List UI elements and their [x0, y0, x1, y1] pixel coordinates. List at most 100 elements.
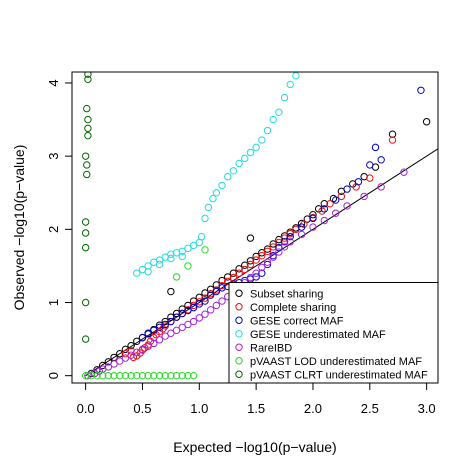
data-point	[297, 230, 306, 239]
data-point	[263, 247, 272, 255]
data-point	[178, 247, 186, 255]
data-point	[320, 205, 329, 213]
data-point	[309, 214, 317, 223]
data-point	[84, 124, 92, 133]
data-point	[377, 183, 385, 191]
data-point	[133, 337, 141, 345]
data-point	[178, 323, 186, 332]
y-axis: 0 1 2 3 4	[46, 79, 73, 379]
data-point	[81, 371, 90, 380]
data-point	[201, 310, 209, 318]
data-point	[235, 265, 243, 273]
data-point	[292, 72, 300, 80]
data-point	[332, 196, 340, 204]
data-point	[246, 273, 255, 282]
data-point	[286, 232, 294, 241]
data-point	[252, 252, 260, 261]
data-point	[235, 159, 243, 168]
data-point	[116, 357, 124, 365]
legend-marker	[235, 289, 243, 297]
data-point	[83, 161, 91, 169]
data-point	[195, 298, 204, 306]
data-point	[84, 115, 92, 124]
legend-label: GESE underestimated MAF	[250, 329, 386, 341]
data-point	[263, 126, 272, 135]
data-point	[178, 371, 186, 380]
data-point	[241, 265, 249, 274]
data-point	[286, 238, 294, 246]
reference-line-layer	[85, 148, 438, 377]
data-point	[246, 260, 255, 269]
data-point	[269, 253, 277, 261]
data-point	[246, 234, 255, 242]
legend-label: Subset sharing	[250, 288, 323, 300]
data-point	[116, 371, 124, 380]
data-point	[150, 339, 158, 348]
data-point	[81, 229, 90, 237]
y-tick-label: 4	[46, 79, 61, 86]
data-point	[258, 136, 266, 144]
legend-marker	[235, 303, 243, 311]
data-point	[269, 243, 277, 251]
data-point	[366, 174, 374, 182]
data-point	[104, 363, 113, 371]
data-point	[252, 256, 260, 264]
data-point	[167, 254, 175, 263]
data-point	[189, 303, 198, 312]
data-point	[224, 277, 232, 285]
data-point	[229, 269, 238, 277]
x-tick-label: 0.5	[133, 401, 151, 416]
data-point	[258, 263, 266, 272]
data-point	[343, 202, 351, 210]
data-point	[178, 252, 186, 261]
data-point	[280, 243, 289, 251]
x-tick-label: 3.0	[418, 401, 436, 416]
data-point	[224, 172, 232, 181]
data-point	[189, 317, 198, 326]
data-point	[320, 216, 329, 225]
data-point	[138, 345, 147, 354]
data-point	[129, 353, 138, 362]
data-point	[155, 371, 164, 380]
data-point	[133, 348, 141, 356]
data-point	[121, 371, 130, 380]
data-point	[161, 320, 169, 329]
data-point	[206, 291, 215, 299]
data-point	[133, 269, 141, 277]
data-point	[138, 333, 147, 342]
data-point	[127, 371, 135, 380]
legend-box	[228, 282, 439, 384]
data-point	[84, 72, 92, 78]
data-point	[161, 332, 169, 340]
data-point	[83, 104, 91, 113]
data-point	[252, 269, 260, 277]
data-point	[201, 294, 209, 302]
data-point	[84, 131, 92, 140]
data-point	[309, 210, 317, 219]
data-point	[258, 251, 266, 260]
data-point	[121, 354, 130, 362]
data-point	[275, 243, 283, 252]
data-point	[155, 323, 164, 332]
data-point	[280, 238, 289, 246]
data-point	[195, 314, 204, 322]
data-point	[235, 269, 243, 277]
data-point	[309, 223, 317, 231]
x-axis-title: Expected −log10(p−value)	[173, 439, 336, 455]
x-tick-label: 2.0	[304, 401, 322, 416]
data-point	[127, 341, 135, 350]
data-point	[144, 342, 152, 351]
series-2	[138, 86, 425, 342]
data-point	[286, 80, 294, 89]
data-point	[417, 86, 425, 94]
data-point	[189, 371, 198, 380]
points-layer	[81, 72, 431, 380]
data-point	[229, 167, 238, 175]
data-point	[189, 241, 198, 250]
data-point	[297, 223, 306, 231]
data-point	[155, 256, 164, 264]
data-point	[252, 143, 260, 152]
data-point	[206, 306, 215, 314]
x-tick-label: 1.5	[247, 401, 265, 416]
x-tick-label: 1.0	[190, 401, 208, 416]
